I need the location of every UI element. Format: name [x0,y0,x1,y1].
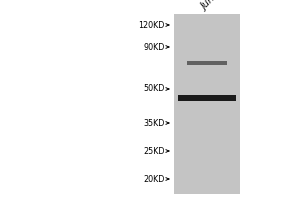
Bar [178,95,236,101]
Text: Jurkat: Jurkat [200,0,227,12]
Bar [174,14,240,194]
Bar [187,61,227,65]
Text: 35KD: 35KD [144,118,165,128]
Text: 90KD: 90KD [144,43,165,51]
Text: 20KD: 20KD [144,174,165,184]
Text: 50KD: 50KD [144,84,165,93]
Text: 120KD: 120KD [139,21,165,29]
Text: 25KD: 25KD [143,146,165,156]
